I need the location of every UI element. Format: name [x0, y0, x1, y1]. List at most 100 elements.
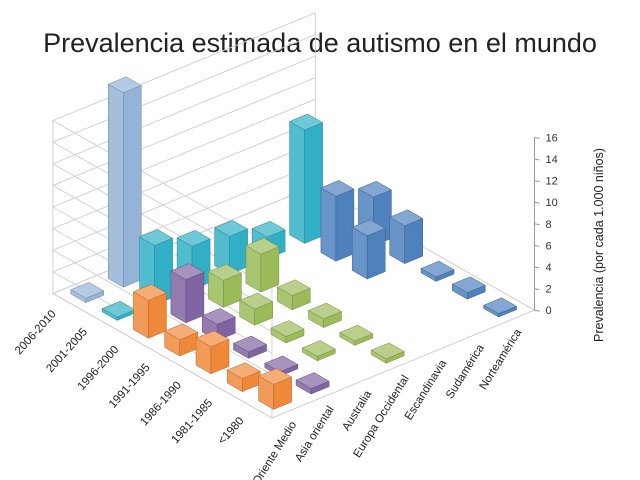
bar	[389, 209, 424, 265]
z-tick-mark	[534, 180, 540, 183]
bar-top-face	[289, 113, 324, 131]
bar	[420, 260, 455, 282]
bar-top-face	[320, 180, 355, 197]
bar	[276, 279, 311, 311]
region-label: Oriente Medio	[251, 420, 299, 480]
period-label: <1980	[216, 415, 247, 447]
z-tick-mark	[534, 201, 540, 204]
z-tick-label: 10	[546, 197, 558, 209]
region-label: Asia oriental	[293, 404, 337, 464]
bar-top-face	[201, 308, 236, 325]
bar-front-face	[404, 218, 423, 264]
z-tick-label: 8	[546, 219, 552, 231]
z-tick-mark	[534, 288, 540, 291]
bar	[70, 282, 105, 304]
bar	[451, 276, 486, 300]
bar	[320, 180, 355, 262]
z-tick-label: 4	[546, 262, 552, 274]
bar-side-face	[351, 226, 368, 280]
bar-front-face	[185, 271, 205, 324]
bar-top-face	[307, 302, 343, 320]
bar-front-face	[148, 292, 167, 339]
bar-top-face	[195, 330, 230, 348]
bar	[270, 320, 305, 344]
bar-top-face	[107, 76, 142, 94]
bar-front-face	[123, 85, 142, 288]
bar-top-face	[245, 237, 280, 255]
bar	[295, 372, 330, 395]
period-label: 1996-2000	[76, 344, 122, 393]
bar	[170, 263, 205, 324]
bar-side-face	[289, 120, 305, 244]
bar-top-face	[420, 260, 455, 278]
bar-front-face	[366, 228, 386, 280]
bar	[132, 284, 167, 339]
bar-side-face	[170, 270, 187, 324]
z-gridline	[51, 12, 316, 246]
bar-top-face	[226, 362, 261, 379]
z-tick-label: 2	[546, 284, 552, 296]
bar	[107, 76, 142, 288]
bar	[164, 323, 199, 357]
bar-top-face	[370, 342, 405, 360]
bar	[195, 330, 230, 375]
bar-top-face	[351, 219, 386, 237]
bar-top-face	[164, 323, 199, 341]
bar-top-face	[239, 292, 274, 310]
bar	[207, 264, 242, 308]
bar	[239, 292, 274, 326]
bar-top-face	[276, 279, 311, 296]
z-tick-label: 16	[546, 132, 558, 144]
bar-top-face	[357, 180, 392, 198]
bar	[258, 368, 293, 410]
z-tick-label: 6	[546, 240, 552, 252]
bar	[214, 220, 249, 275]
z-tick-mark	[534, 309, 540, 312]
bar-top-face	[207, 264, 242, 281]
bar-top-face	[264, 355, 299, 373]
bars	[70, 76, 518, 410]
bar-top-face	[270, 320, 305, 337]
bar-front-face	[260, 246, 280, 293]
bar-top-face	[214, 220, 249, 237]
region-label: Escandinavia	[403, 357, 450, 422]
bar	[245, 237, 280, 293]
z-tick-mark	[534, 244, 540, 247]
bar-top-face	[483, 297, 518, 314]
region-label: Sudamérica	[444, 342, 487, 401]
period-label: 1991-1995	[107, 362, 153, 411]
z-tick-label: 0	[546, 305, 552, 317]
chart-title: Prevalencia estimada de autismo en el mu…	[43, 28, 597, 58]
bar	[301, 340, 336, 362]
bar-top-face	[176, 230, 211, 247]
bar-side-face	[108, 83, 124, 288]
bar-front-face	[304, 122, 323, 244]
bar-top-face	[295, 372, 330, 389]
bar	[101, 300, 136, 321]
bar-top-face	[232, 335, 268, 353]
bar	[339, 324, 374, 346]
bar-top-face	[301, 340, 336, 357]
bar-top-face	[139, 229, 174, 246]
bar-top-face	[258, 368, 293, 385]
bar	[289, 113, 324, 244]
bar	[307, 302, 343, 329]
z-tick-mark	[534, 136, 540, 139]
region-label: Norteamérica	[478, 327, 525, 392]
bar	[483, 297, 518, 318]
z-tick-label: 14	[546, 154, 558, 166]
period-label: 2006-2010	[13, 308, 59, 357]
z-tick-mark	[534, 266, 540, 269]
period-label: 1986-1990	[138, 379, 184, 428]
z-tick-mark	[534, 223, 540, 226]
bar	[351, 219, 386, 280]
bar	[232, 335, 268, 359]
bar-side-face	[320, 187, 337, 262]
bar-top-face	[451, 276, 486, 293]
bar-top-face	[70, 282, 105, 299]
bar-top-face	[101, 300, 136, 318]
bar-top-face	[339, 324, 374, 342]
bar-front-face	[229, 228, 248, 275]
period-label: 1981-1985	[170, 397, 216, 446]
